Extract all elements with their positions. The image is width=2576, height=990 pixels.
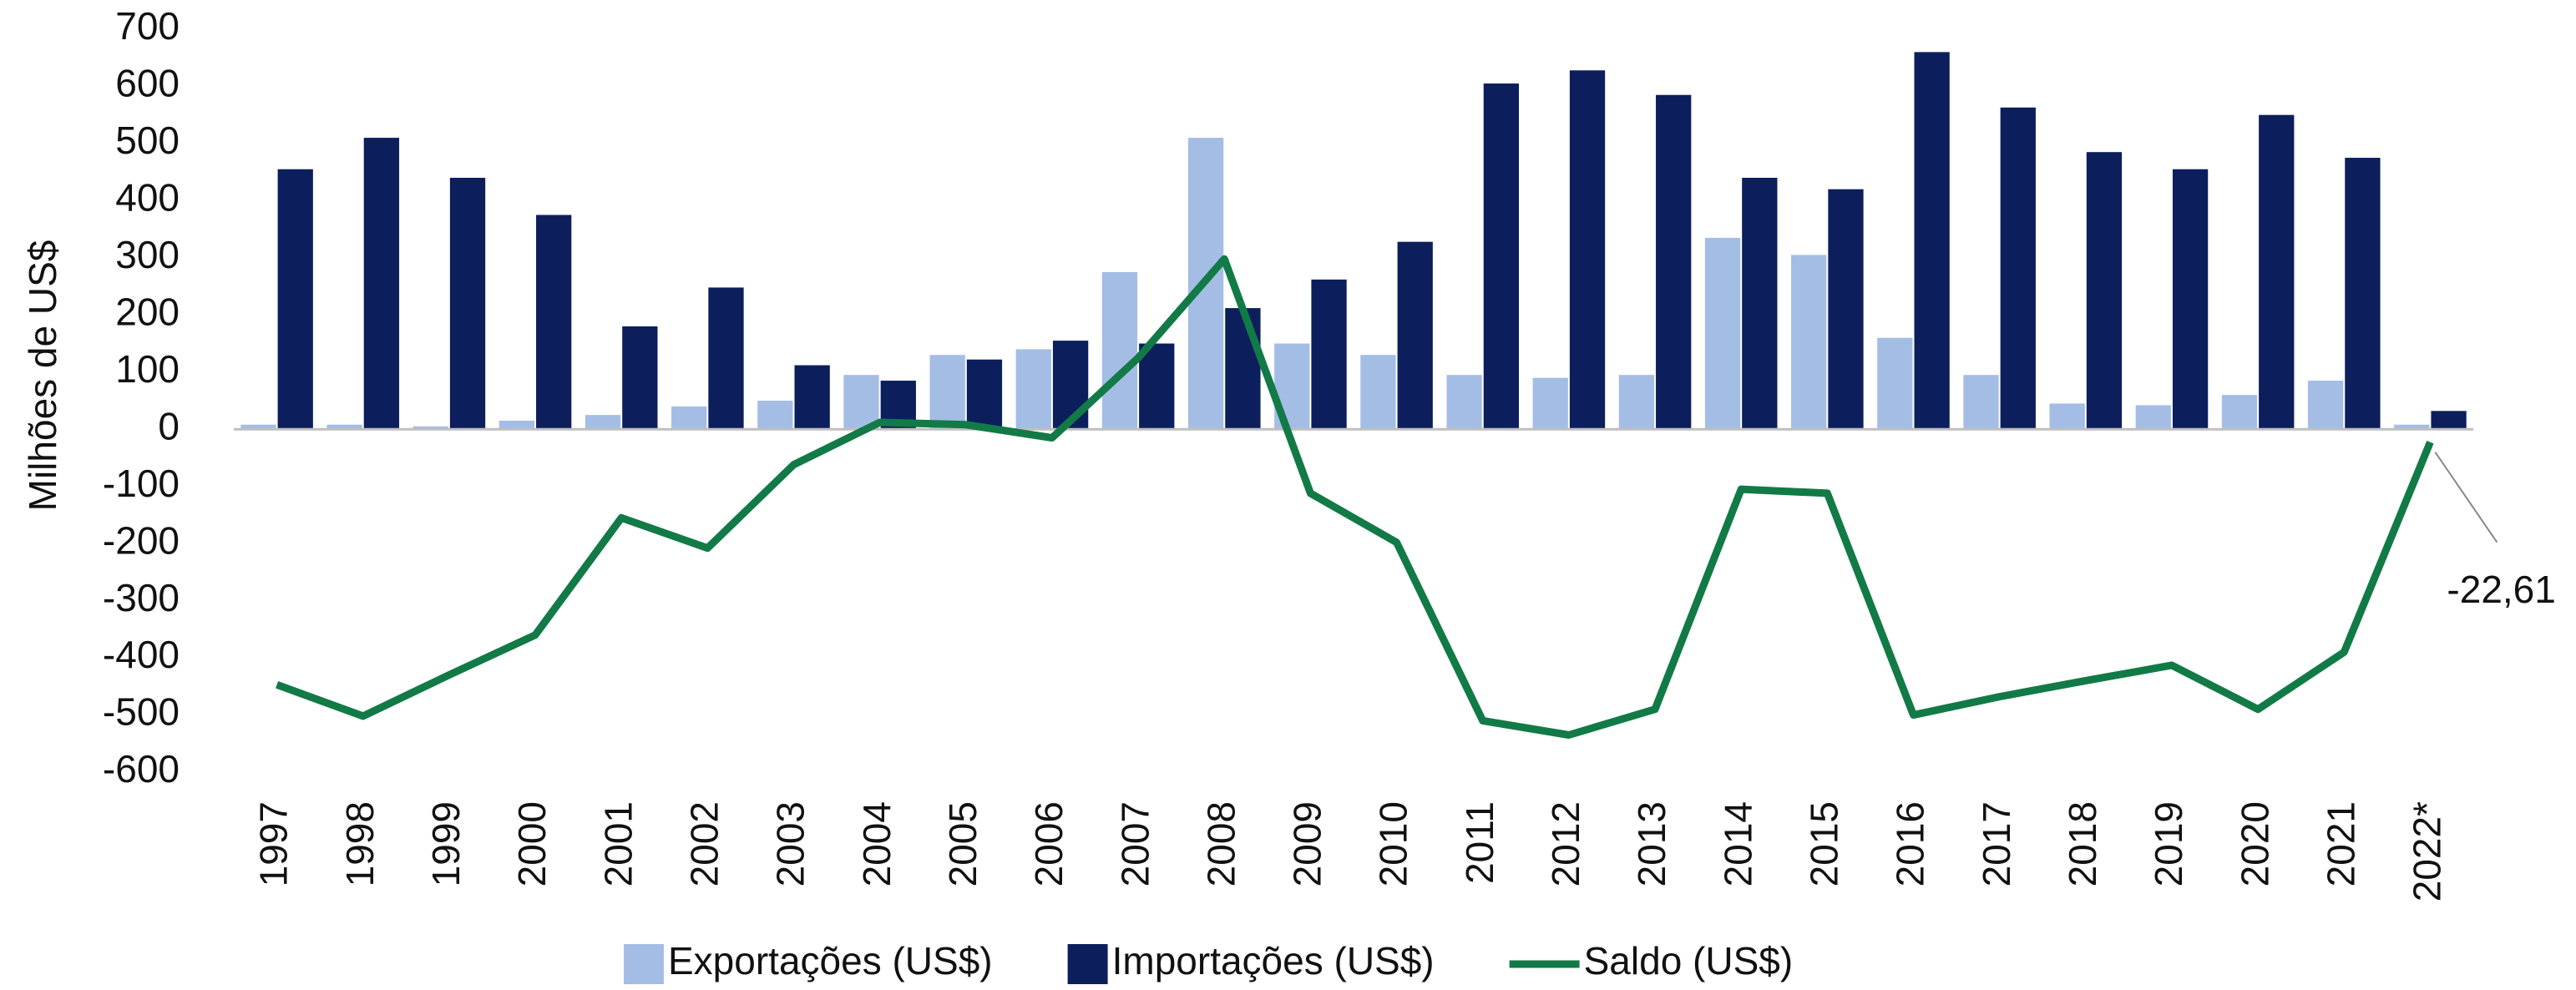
y-tick-label: -600 xyxy=(103,747,180,790)
x-tick-label: 2003 xyxy=(769,801,812,886)
y-axis-title: Milhões de US$ xyxy=(21,240,64,512)
bar xyxy=(1311,279,1347,430)
bar xyxy=(929,355,965,430)
x-tick-label: 2015 xyxy=(1803,801,1846,886)
x-tick-label: 2005 xyxy=(941,801,984,886)
data-label: -22,61 xyxy=(2447,568,2555,611)
bar xyxy=(2345,158,2381,430)
bar xyxy=(1139,343,1175,430)
bar xyxy=(622,326,658,430)
y-tick-label: -500 xyxy=(103,690,180,734)
bar xyxy=(536,215,572,430)
bar xyxy=(363,138,400,430)
bar xyxy=(1360,355,1396,430)
bar xyxy=(966,359,1003,430)
bar xyxy=(277,169,313,430)
x-tick-label: 2008 xyxy=(1199,801,1242,886)
annotation-leader xyxy=(2434,452,2498,543)
bar xyxy=(1446,375,1482,430)
x-tick-label: 2011 xyxy=(1458,801,1501,884)
bar xyxy=(1532,377,1568,430)
x-tick-label: 2016 xyxy=(1889,801,1932,886)
bar xyxy=(843,375,879,430)
y-tick-label: -300 xyxy=(103,576,180,619)
x-tick-label: 2014 xyxy=(1716,801,1759,886)
x-tick-label: 2006 xyxy=(1027,801,1070,886)
x-tick-label: 2010 xyxy=(1372,801,1415,886)
legend-label: Importações (US$) xyxy=(1112,939,1435,982)
x-tick-label: 2002 xyxy=(683,801,726,886)
bar xyxy=(240,424,276,430)
bar xyxy=(2221,395,2258,430)
bar xyxy=(1742,178,1778,430)
x-tick-label: 2004 xyxy=(855,801,898,886)
bar xyxy=(757,401,793,430)
bar xyxy=(794,365,830,430)
bar xyxy=(1015,349,1051,430)
x-tick-label: 2012 xyxy=(1544,801,1587,886)
bar xyxy=(1914,52,1950,430)
x-tick-label: 2019 xyxy=(2147,801,2190,886)
x-tick-label: 2022* xyxy=(2406,801,2449,902)
bar xyxy=(412,426,448,430)
bar xyxy=(1101,271,1138,430)
x-tick-label: 2013 xyxy=(1630,801,1673,886)
bar xyxy=(2172,169,2209,430)
bar xyxy=(1828,189,1864,430)
x-tick-label: 2001 xyxy=(596,801,640,886)
legend-swatch xyxy=(624,944,664,984)
bar xyxy=(1791,255,1827,430)
bar xyxy=(2086,152,2123,430)
y-tick-label: 300 xyxy=(115,233,180,276)
bar xyxy=(2135,405,2171,430)
y-tick-label: -200 xyxy=(103,518,180,562)
bar xyxy=(1656,94,1692,430)
x-tick-label: 1997 xyxy=(252,801,296,886)
legend-swatch xyxy=(1067,944,1108,984)
x-tick-label: 2018 xyxy=(2061,801,2104,886)
y-tick-label: -100 xyxy=(103,462,180,505)
bar xyxy=(2307,381,2344,430)
x-tick-label: 2009 xyxy=(1286,801,1329,886)
bar xyxy=(585,415,621,430)
y-tick-label: 600 xyxy=(115,62,180,105)
legend-label: Exportações (US$) xyxy=(668,939,993,982)
x-tick-label: 2000 xyxy=(510,801,554,886)
y-tick-label: 400 xyxy=(115,176,180,220)
bar xyxy=(2394,424,2430,430)
y-tick-label: 100 xyxy=(115,347,180,391)
bar xyxy=(1397,241,1433,430)
bar xyxy=(498,420,535,430)
bar xyxy=(1618,375,1655,430)
x-tick-label: 1998 xyxy=(338,801,382,886)
x-tick-label: 2021 xyxy=(2319,801,2362,886)
x-tick-label: 1999 xyxy=(424,801,468,886)
y-tick-label: 500 xyxy=(115,119,180,162)
y-tick-label: 700 xyxy=(115,4,180,48)
bar xyxy=(2259,114,2295,430)
x-tick-label: 2020 xyxy=(2233,801,2276,886)
bar xyxy=(1483,83,1520,430)
x-tick-label: 2017 xyxy=(1975,801,2018,886)
y-tick-label: 200 xyxy=(115,290,180,333)
bar xyxy=(671,406,707,430)
bar xyxy=(1963,375,1999,430)
legend-label: Saldo (US$) xyxy=(1584,939,1794,982)
bar xyxy=(1225,308,1261,430)
bar xyxy=(1704,237,1741,430)
bar xyxy=(326,424,362,430)
bar xyxy=(2000,107,2036,430)
y-tick-label: 0 xyxy=(158,404,180,447)
bar xyxy=(1877,337,1913,430)
line xyxy=(276,255,2434,739)
x-tick-label: 2007 xyxy=(1113,801,1156,886)
bar xyxy=(2431,411,2467,430)
bar xyxy=(2049,403,2085,430)
bar xyxy=(1569,70,1606,430)
bar xyxy=(708,287,744,430)
y-tick-label: -400 xyxy=(103,633,180,676)
bar xyxy=(449,178,486,430)
